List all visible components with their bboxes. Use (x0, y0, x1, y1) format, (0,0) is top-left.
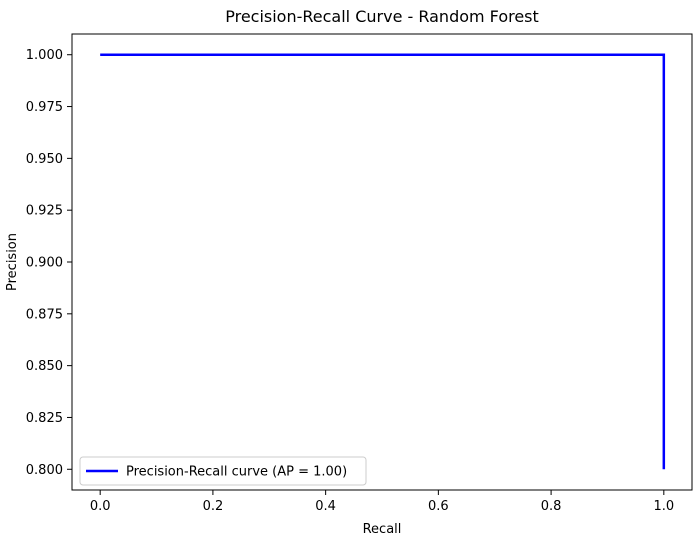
x-tick-label: 0.6 (428, 499, 449, 514)
x-axis-label: Recall (363, 522, 402, 537)
x-tick-label: 0.8 (541, 499, 562, 514)
series-layer (100, 53, 666, 470)
x-axis-ticks: 0.0 0.2 0.4 0.6 0.8 1.0 (90, 490, 674, 514)
y-tick-label: 0.800 (26, 463, 63, 478)
y-tick-label: 0.950 (26, 152, 63, 167)
plot-area (71, 33, 693, 491)
y-tick-label: 0.850 (26, 359, 63, 374)
y-tick-label: 1.000 (26, 48, 63, 63)
y-tick-label: 0.825 (26, 411, 63, 426)
y-axis-ticks: 0.800 0.825 0.850 0.875 0.900 0.925 0.950 0.975… (26, 48, 72, 478)
y-tick-label: 0.900 (26, 256, 63, 271)
y-tick-label: 0.975 (26, 100, 63, 115)
y-tick-label: 0.925 (26, 204, 63, 219)
x-tick-label: 0.0 (90, 499, 111, 514)
x-tick-label: 0.2 (203, 499, 224, 514)
legend-box (79, 456, 367, 486)
x-tick-label: 0.4 (315, 499, 336, 514)
legend-label: Precision-Recall curve (AP = 1.00) (126, 465, 347, 480)
x-tick-label: 1.0 (653, 499, 674, 514)
y-tick-label: 0.875 (26, 307, 63, 322)
legend: Precision-Recall curve (AP = 1.00) (79, 456, 367, 486)
series-line-0 (100, 53, 666, 470)
y-axis-label: Precision (5, 233, 20, 291)
chart-title: Precision-Recall Curve - Random Forest (225, 7, 539, 26)
